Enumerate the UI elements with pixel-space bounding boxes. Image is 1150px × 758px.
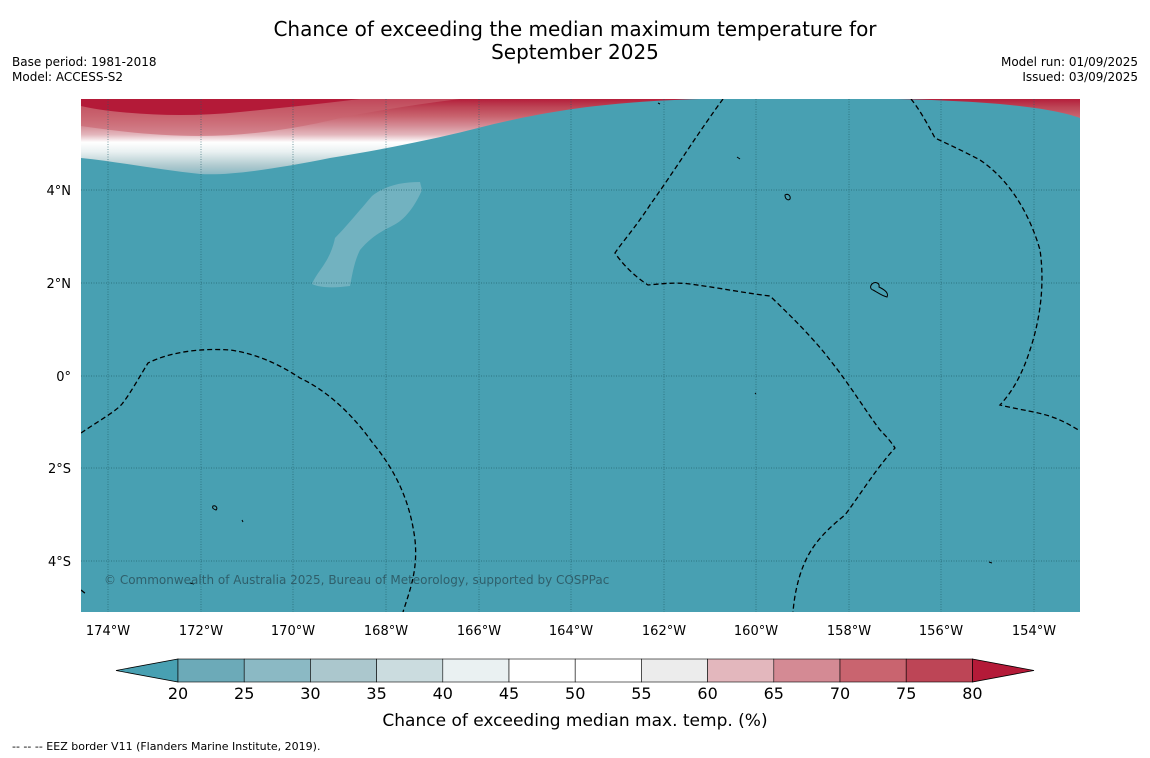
lon-label: 168°W	[364, 624, 408, 639]
lon-label: 158°W	[827, 624, 871, 639]
islands	[189, 102, 993, 585]
colorbar-bin	[376, 658, 444, 683]
light-anomaly-patch	[312, 182, 422, 288]
metadata-left: Base period: 1981-2018 Model: ACCESS-S2	[12, 55, 157, 85]
colorbar-tick-label: 35	[366, 684, 386, 703]
colorbar-tick-label: 30	[300, 684, 320, 703]
issued-date: Issued: 03/09/2025	[1022, 70, 1138, 84]
lon-label: 170°W	[271, 624, 315, 639]
colorbar-tick-label: 70	[830, 684, 850, 703]
colorbar-extend-high	[972, 658, 1035, 683]
ocean-field	[81, 99, 1080, 612]
colorbar-bin	[905, 658, 973, 683]
lon-label: 164°W	[549, 624, 593, 639]
lon-label: 162°W	[642, 624, 686, 639]
title-line-1: Chance of exceeding the median maximum t…	[273, 17, 877, 41]
colorbar: 20 25 30 35 40 45 50 55 60 65 70 75 80	[115, 658, 1035, 703]
lon-label: 174°W	[86, 624, 130, 639]
colorbar-bin	[707, 658, 775, 683]
colorbar-tick-label: 25	[234, 684, 254, 703]
colorbar-bin	[243, 658, 311, 683]
colorbar-tick-label: 50	[565, 684, 585, 703]
lat-label: 4°N	[47, 184, 72, 199]
colorbar-bin	[574, 658, 642, 683]
lon-label: 160°W	[734, 624, 778, 639]
eez-borders	[81, 99, 1080, 612]
copyright-notice: © Commonwealth of Australia 2025, Bureau…	[104, 573, 609, 587]
colorbar-extend-low	[115, 658, 179, 683]
latitude-labels: 4°N 2°N 0° 2°S 4°S	[47, 184, 72, 570]
colorbar-label: Chance of exceeding median max. temp. (%…	[382, 711, 767, 731]
model-run-date: Model run: 01/09/2025	[1000, 55, 1138, 69]
colorbar-bin	[442, 658, 510, 683]
colorbar-tick-label: 40	[433, 684, 453, 703]
graticule	[81, 99, 1080, 612]
lon-label: 154°W	[1012, 624, 1056, 639]
base-period: Base period: 1981-2018	[12, 55, 157, 69]
longitude-labels: 174°W 172°W 170°W 168°W 166°W 164°W 162°…	[86, 624, 1056, 639]
lat-label: 2°N	[47, 277, 72, 292]
colorbar-tick-label: 80	[962, 684, 982, 703]
metadata-right: Model run: 01/09/2025 Issued: 03/09/2025	[1001, 55, 1138, 85]
lat-label: 2°S	[48, 462, 71, 477]
colorbar-bin	[839, 658, 907, 683]
lon-label: 166°W	[457, 624, 501, 639]
eez-footnote: -- -- -- EEZ border V11 (Flanders Marine…	[12, 740, 321, 753]
colorbar-bin	[508, 658, 576, 683]
map-title: Chance of exceeding the median maximum t…	[0, 18, 1150, 64]
colorbar-tick-label: 20	[168, 684, 188, 703]
colorbar-tick-label: 65	[764, 684, 784, 703]
colorbar-tick-label: 45	[499, 684, 519, 703]
lat-label: 4°S	[48, 555, 71, 570]
lon-label: 156°W	[919, 624, 963, 639]
map-area: © Commonwealth of Australia 2025, Bureau…	[81, 99, 1080, 612]
model-name: Model: ACCESS-S2	[12, 70, 124, 84]
colorbar-tick-label: 60	[697, 684, 717, 703]
colorbar-tick-label: 55	[631, 684, 651, 703]
map-figure: © Commonwealth of Australia 2025, Bureau…	[47, 99, 1080, 731]
colorbar-bin	[641, 658, 708, 683]
title-line-2: September 2025	[491, 40, 659, 64]
colorbar-bin	[773, 658, 841, 683]
colorbar-bin	[177, 658, 245, 683]
lat-label: 0°	[56, 370, 71, 385]
colorbar-tick-label: 75	[896, 684, 916, 703]
colorbar-bin	[310, 658, 377, 683]
lon-label: 172°W	[179, 624, 223, 639]
